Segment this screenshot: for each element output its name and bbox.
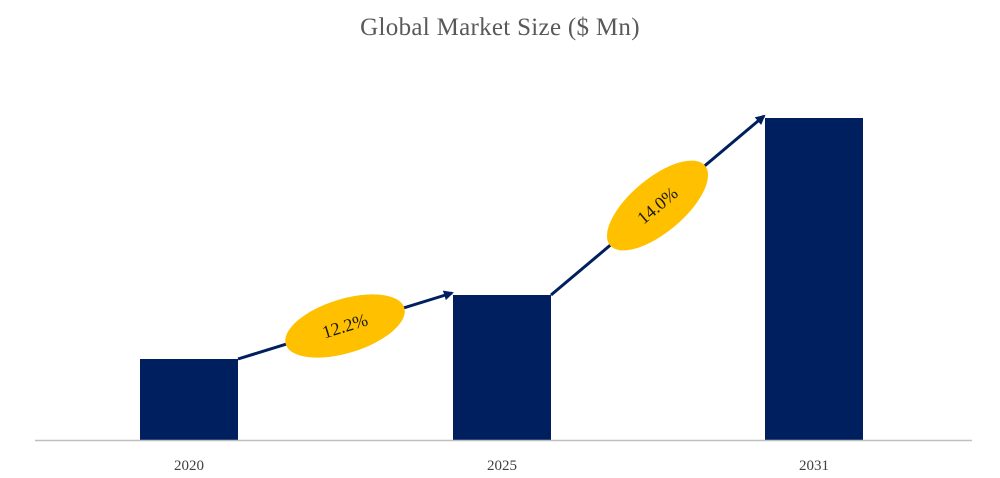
cagr-badge-2: 14.0% (606, 160, 709, 251)
cagr-badge-shape-2 (606, 160, 709, 251)
x-tick-label-2031: 2031 (799, 458, 829, 474)
bar-2020 (140, 359, 238, 440)
x-tick-label-2025: 2025 (487, 458, 517, 474)
bar-2025 (453, 295, 551, 440)
bar-2031 (765, 118, 863, 440)
chart-title: Global Market Size ($ Mn) (360, 14, 640, 41)
x-tick-label-2020: 2020 (174, 458, 204, 474)
cagr-badge-1: 12.2% (285, 294, 405, 358)
cagr-badge-shape-1 (285, 294, 405, 358)
